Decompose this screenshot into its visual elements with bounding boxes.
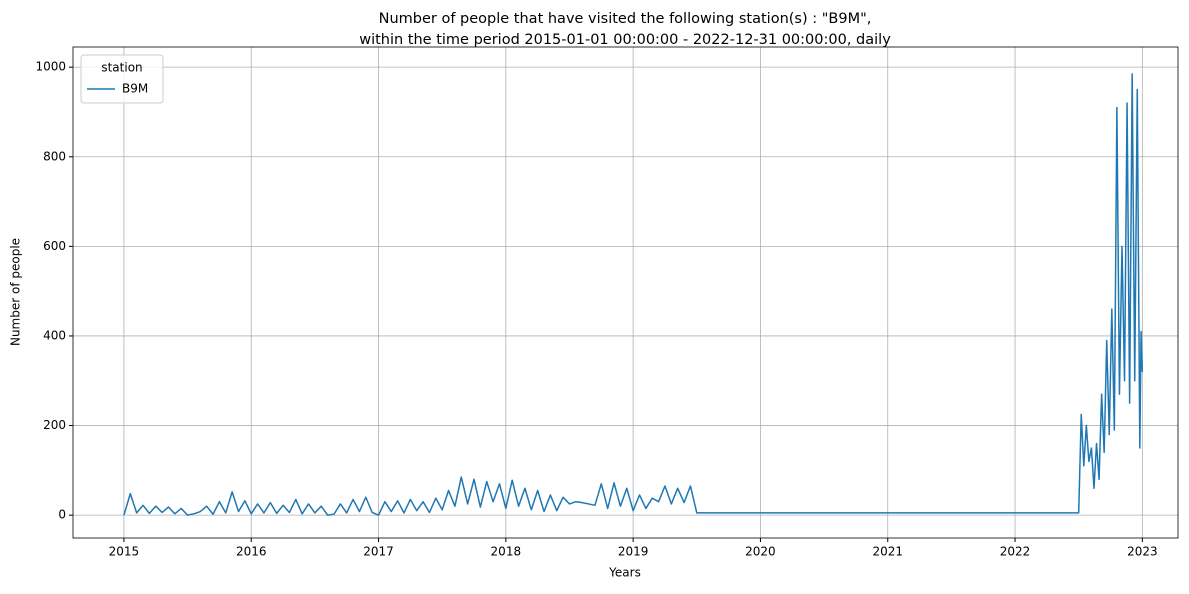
chart-title: within the time period 2015-01-01 00:00:… (359, 32, 891, 48)
y-tick-label: 600 (43, 239, 66, 253)
data-line (123, 73, 1144, 516)
y-tick-label: 1000 (35, 60, 66, 74)
legend-title: station (101, 61, 142, 75)
x-tick-label: 2016 (236, 545, 267, 559)
y-axis-label: Number of people (9, 238, 23, 346)
x-axis-label: Years (608, 566, 641, 580)
y-tick-label: 800 (43, 149, 66, 163)
x-tick-label: 2015 (109, 545, 140, 559)
x-tick-label: 2017 (363, 545, 394, 559)
legend-label: B9M (122, 82, 148, 96)
y-tick-label: 200 (43, 418, 66, 432)
x-tick-label: 2022 (1000, 545, 1031, 559)
x-tick-label: 2019 (618, 545, 649, 559)
chart-title: Number of people that have visited the f… (379, 11, 872, 27)
plot-frame (72, 46, 1179, 539)
x-tick-label: 2023 (1127, 545, 1158, 559)
y-tick-label: 400 (43, 328, 66, 342)
y-tick-label: 0 (58, 508, 66, 522)
x-tick-label: 2021 (872, 545, 903, 559)
x-tick-label: 2018 (491, 545, 522, 559)
x-tick-label: 2020 (745, 545, 776, 559)
legend-box (80, 54, 164, 104)
